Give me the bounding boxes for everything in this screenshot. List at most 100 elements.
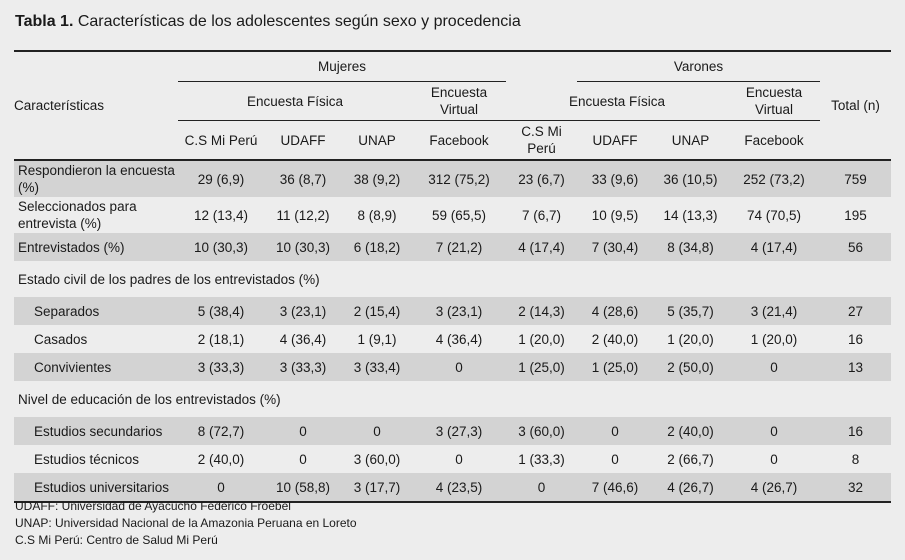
table-cell: 12 (13,4) <box>193 207 249 223</box>
table-header: Características Mujeres Varones Total (n… <box>14 50 892 161</box>
table-cell: 5 (38,4) <box>178 297 264 325</box>
row-label: Estudios secundarios <box>14 417 178 445</box>
table-cell: 7 (46,6) <box>577 473 654 503</box>
table-cell: 4 (23,5) <box>412 473 507 503</box>
table-row: Entrevistados (%) 10 (30,3) 10 (30,3) 6 … <box>14 233 892 261</box>
table-cell: 252 (73,2) <box>728 160 821 197</box>
table-cell: 74 (70,5) <box>747 207 802 223</box>
table-row: Estudios secundarios 8 (72,7) 0 0 3 (27,… <box>14 417 892 445</box>
footnote: C.S Mi Perú: Centro de Salud Mi Perú <box>15 533 218 547</box>
table-cell: 2 (66,7) <box>667 451 714 467</box>
header-total: Total (n) <box>820 50 892 161</box>
table-cell: 4 (17,4) <box>728 233 821 261</box>
table-cell: 4 (26,7) <box>653 473 729 503</box>
table-cell: 59 (65,5) <box>431 207 487 223</box>
header-women-udaff: UDAFF <box>264 120 342 161</box>
table-body: Respondieron la encuesta (%) 29 (6,9) 36… <box>14 160 892 503</box>
row-label: Estudios técnicos <box>34 451 140 467</box>
table-cell: 5 (35,7) <box>653 297 729 325</box>
table-cell: 0 <box>770 451 778 467</box>
table-cell: 1 (9,1) <box>357 331 397 347</box>
table-cell: 1 (25,0) <box>577 353 654 381</box>
header-characteristics: Características <box>14 50 178 161</box>
table-cell: 1 (20,0) <box>667 331 714 347</box>
table-cell: 0 <box>577 417 654 445</box>
table-cell: 16 <box>848 331 864 347</box>
table-cell: 10 (30,3) <box>178 233 264 261</box>
row-label: Separados <box>14 297 178 325</box>
table-cell: 23 (6,7) <box>506 160 578 197</box>
table-row: Separados 5 (38,4) 3 (23,1) 2 (15,4) 3 (… <box>14 297 892 325</box>
table-cell: 6 (18,2) <box>342 233 412 261</box>
table-cell: 0 <box>728 417 821 445</box>
table-cell: 312 (75,2) <box>412 160 507 197</box>
header-women-survey-virtual: Encuesta Virtual <box>412 81 507 121</box>
table-footnotes: UDAFF: Universidad de Ayacucho Federico … <box>15 498 357 549</box>
table-cell: 4 (36,4) <box>435 331 483 347</box>
table-cell: 36 (10,5) <box>653 160 729 197</box>
table-cell: 2 (18,1) <box>197 331 245 347</box>
table-cell: 11 (12,2) <box>276 207 330 223</box>
characteristics-table: Características Mujeres Varones Total (n… <box>14 50 892 503</box>
table-cell: 3 (23,1) <box>264 297 342 325</box>
table-cell: 14 (13,3) <box>663 207 718 223</box>
table-cell: 33 (9,6) <box>577 160 654 197</box>
table-cell: 32 <box>820 473 892 503</box>
table-row: Estudios universitarios 0 10 (58,8) 3 (1… <box>14 473 892 503</box>
table-cell: 1 (20,0) <box>750 331 798 347</box>
table-cell: 0 <box>506 473 578 503</box>
table-cell: 10 (30,3) <box>264 233 342 261</box>
table-cell: 0 <box>728 353 821 381</box>
header-men-udaff: UDAFF <box>577 120 654 161</box>
table-cell: 29 (6,9) <box>178 160 264 197</box>
table-cell: 0 <box>299 451 307 467</box>
row-label: Respondieron la encuesta (%) <box>14 160 178 197</box>
footnote: UNAP: Universidad Nacional de la Amazoni… <box>15 516 357 530</box>
header-men-cs: C.S Mi Perú <box>506 120 578 161</box>
table-cell: 27 <box>820 297 892 325</box>
table-cell: 56 <box>820 233 892 261</box>
table-cell: 3 (33,4) <box>342 353 412 381</box>
header-men-facebook: Facebook <box>728 120 821 161</box>
section-row: Estado civil de los padres de los entrev… <box>14 261 891 297</box>
table-row: Seleccionados para entrevista (%) 12 (13… <box>14 197 891 233</box>
table-row: Respondieron la encuesta (%) 29 (6,9) 36… <box>14 160 892 197</box>
table-cell: 2 (15,4) <box>342 297 412 325</box>
table-cell: 16 <box>820 417 892 445</box>
table-cell: 759 <box>820 160 892 197</box>
table-cell: 13 <box>820 353 892 381</box>
table-cell: 3 (17,7) <box>342 473 412 503</box>
section-row: Nivel de educación de los entrevistados … <box>14 381 891 417</box>
table-cell: 38 (9,2) <box>342 160 412 197</box>
table-cell: 10 (9,5) <box>591 207 639 223</box>
table-cell: 2 (40,0) <box>591 331 639 347</box>
table-cell: 8 (8,9) <box>357 207 397 223</box>
table-title: Características de los adolescentes segú… <box>73 13 521 30</box>
table-cell: 1 (33,3) <box>518 451 565 467</box>
table-cell: 7 (21,2) <box>412 233 507 261</box>
footnote: UDAFF: Universidad de Ayacucho Federico … <box>15 499 291 513</box>
table-cell: 2 (50,0) <box>653 353 729 381</box>
table-cell: 3 (60,0) <box>506 417 578 445</box>
header-gap <box>506 50 578 82</box>
row-label: Seleccionados para entrevista (%) <box>18 199 137 231</box>
table-cell: 10 (58,8) <box>264 473 342 503</box>
table-cell: 8 <box>851 451 860 467</box>
table-cell: 0 <box>178 473 264 503</box>
table-cell: 0 <box>611 451 619 467</box>
table-cell: 1 (25,0) <box>506 353 578 381</box>
table-cell: 4 (36,4) <box>279 331 327 347</box>
table-row: Convivientes 3 (33,3) 3 (33,3) 3 (33,4) … <box>14 353 892 381</box>
table-row: Casados 2 (18,1) 4 (36,4) 1 (9,1) 4 (36,… <box>14 325 891 353</box>
table-cell: 4 (17,4) <box>506 233 578 261</box>
header-women-cs: C.S Mi Perú <box>178 120 264 161</box>
header-men: Varones <box>577 50 821 82</box>
table-cell: 0 <box>455 451 463 467</box>
section-heading: Estado civil de los padres de los entrev… <box>18 271 320 287</box>
header-men-survey-virtual: Encuesta Virtual <box>728 81 821 121</box>
table-cell: 7 (30,4) <box>577 233 654 261</box>
table-cell: 3 (21,4) <box>728 297 821 325</box>
header-women-facebook: Facebook <box>412 120 507 161</box>
table-cell: 195 <box>844 207 867 223</box>
table-cell: 36 (8,7) <box>264 160 342 197</box>
